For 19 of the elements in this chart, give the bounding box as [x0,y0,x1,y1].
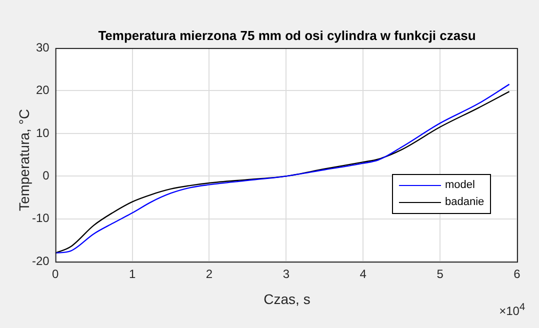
y-tick-label: 0 [42,168,50,182]
x-tick-label: 0 [52,267,59,282]
y-tick-label: 30 [36,40,50,54]
chart-title: Temperatura mierzona 75 mm od osi cylindra w funkcji czasu [97,28,477,43]
y-tick-label: 20 [36,83,50,98]
x-tick-label: 5 [436,267,444,282]
legend-label: badanie [445,196,484,208]
y-tick-label: -20 [32,254,50,268]
y-axis-title: Temperatura, °C [16,108,32,212]
x-tick-label: 6 [514,267,521,282]
y-tick-label: -10 [32,211,50,226]
x-axis-title: Czas, s [264,291,310,307]
x-tick-label: 2 [206,267,213,282]
x-tick-label: 3 [282,267,290,282]
legend-label: model [445,179,475,192]
text: ×10$^{4}$ [499,302,525,318]
x-tick-label: 4 [360,267,367,282]
y-tick-label: 10 [36,126,50,140]
x-tick-label: 1 [128,267,136,282]
